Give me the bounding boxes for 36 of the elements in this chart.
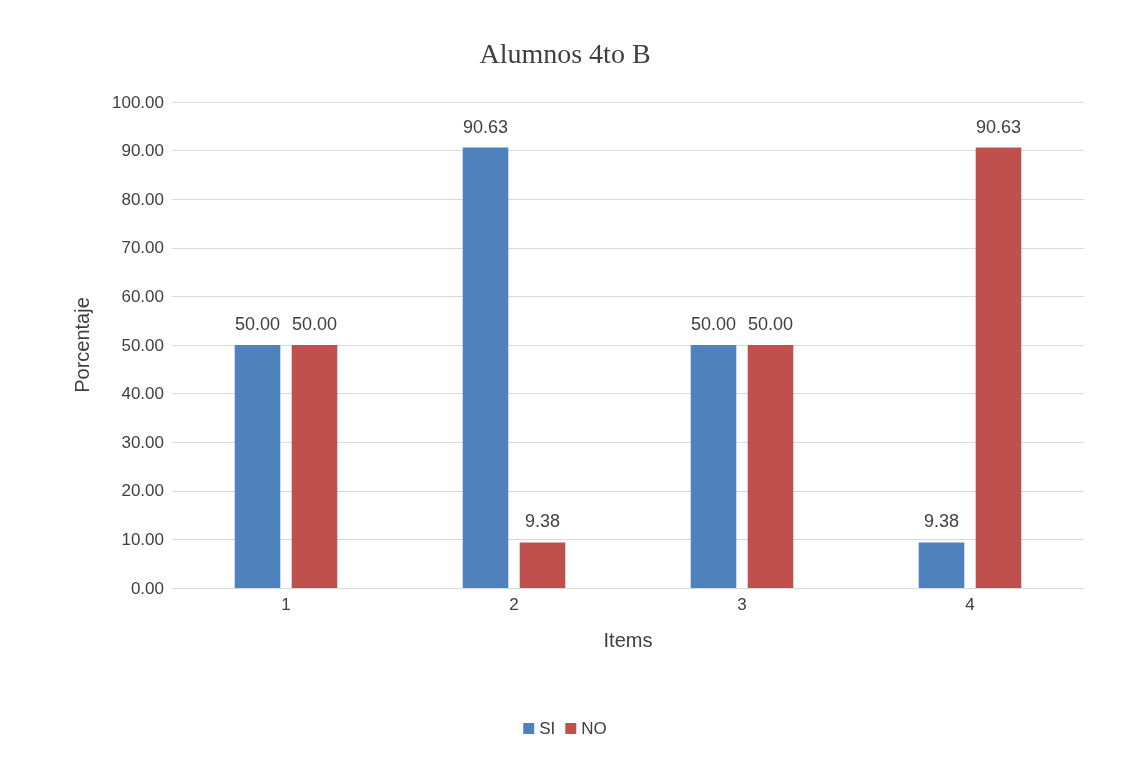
y-tick-label: 80.00 (121, 189, 164, 209)
data-label: 9.38 (923, 511, 960, 532)
data-label: 50.00 (291, 314, 338, 334)
x-tick-label: 2 (509, 595, 519, 614)
y-tick-label: 50.00 (121, 335, 164, 355)
bar (747, 345, 794, 588)
data-label: 90.63 (462, 116, 509, 137)
chart-title: Alumnos 4to B (479, 37, 651, 69)
x-axis-title: Items (603, 629, 653, 651)
legend-label: NO (581, 719, 607, 738)
data-label: 90.63 (975, 116, 1022, 137)
y-tick-label: 40.00 (121, 384, 164, 404)
x-tick-label: 3 (737, 595, 747, 614)
y-tick-label: 90.00 (121, 141, 164, 161)
data-label: 50.00 (747, 314, 794, 334)
data-label: 50.00 (690, 314, 737, 334)
bar (291, 345, 338, 588)
bar (918, 542, 965, 588)
x-tick-label: 1 (281, 595, 291, 614)
data-label: 50.00 (234, 314, 281, 334)
bar (975, 147, 1022, 588)
bar (234, 345, 281, 588)
legend-label: SI (539, 719, 556, 738)
y-axis-title: Porcentaje (71, 297, 93, 393)
y-tick-label: 30.00 (121, 432, 164, 452)
y-tick-label: 10.00 (121, 529, 164, 549)
y-tick-label: 100.00 (112, 92, 164, 112)
bar (519, 542, 566, 588)
x-tick-label: 4 (965, 595, 975, 614)
bar (462, 147, 509, 588)
y-tick-label: 0.00 (130, 578, 164, 598)
data-label: 9.38 (524, 511, 561, 532)
bar (690, 345, 737, 588)
y-tick-label: 70.00 (121, 238, 164, 258)
y-tick-label: 60.00 (121, 286, 164, 306)
y-tick-label: 20.00 (121, 481, 164, 501)
